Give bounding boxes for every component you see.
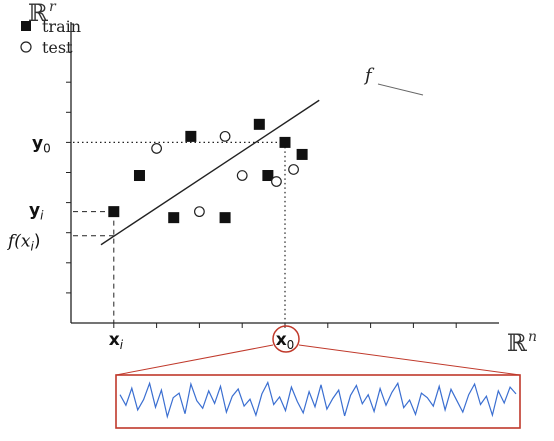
x-axis-label: ℝn: [507, 329, 537, 357]
xi-label: xi: [109, 330, 124, 352]
test-point: [151, 143, 163, 154]
regression-line: [100, 99, 320, 246]
legend-train-label: train: [42, 17, 81, 36]
test-point: [219, 130, 231, 142]
regression-line-label: f: [363, 65, 375, 86]
train-point: [262, 170, 274, 182]
x0-label: x0: [276, 330, 295, 352]
legend-train-marker: [21, 21, 31, 31]
axis-ticks: [66, 51, 457, 328]
regression-line-leader: [377, 83, 424, 96]
train-point: [296, 148, 308, 160]
inset-connectors: [115, 344, 521, 376]
annotation-labels: y0 yi f(xi) xi x0: [6, 133, 300, 353]
train-point: [185, 130, 197, 142]
legend: train test: [20, 17, 81, 57]
train-point: [108, 206, 120, 218]
axis-labels: ℝr ℝn: [28, 0, 537, 357]
yi-label: yi: [29, 201, 44, 223]
guide-lines: [73, 141, 286, 323]
test-point: [288, 164, 299, 175]
legend-test-label: test: [42, 38, 73, 57]
inset-connector-right: [298, 344, 521, 376]
test-point: [236, 170, 248, 181]
train-point: [133, 170, 145, 182]
train-point: [279, 136, 291, 148]
y-axis-label: ℝr: [28, 0, 57, 27]
train-point: [219, 212, 231, 224]
test-point: [271, 176, 282, 187]
inset-connector-left: [115, 344, 274, 376]
legend-test-marker: [20, 41, 32, 53]
train-point: [253, 118, 265, 130]
signal-inset-box: [115, 374, 521, 429]
test-point: [193, 206, 205, 218]
fxi-label: f(xi): [6, 232, 41, 254]
y0-label: y0: [32, 133, 51, 155]
x0-highlight-circle: [272, 325, 300, 353]
train-point: [168, 212, 180, 224]
data-points: [108, 118, 308, 224]
signal-inset-waveform: [119, 380, 517, 420]
